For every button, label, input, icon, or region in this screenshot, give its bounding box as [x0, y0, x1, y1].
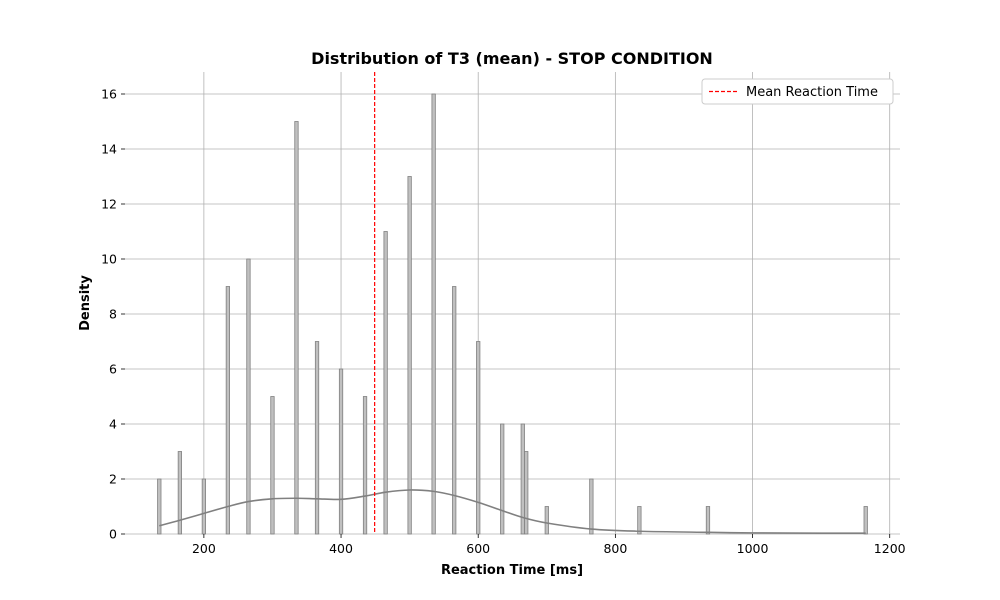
bar-1 [177, 451, 182, 535]
bar-17 [524, 451, 529, 535]
bar-6 [294, 121, 299, 535]
y-tick-label-6: 12 [101, 197, 117, 212]
bar-4 [246, 258, 251, 535]
y-axis-ticks: 0 2 4 6 8 10 12 14 16 [101, 87, 125, 542]
bar-7 [314, 341, 320, 535]
x-axis-ticks: 200 400 600 800 1000 1200 [192, 534, 906, 556]
bar-8 [338, 368, 344, 535]
histogram-bars [157, 93, 868, 535]
bar-20 [637, 506, 642, 535]
bar-3 [225, 286, 230, 535]
bar-21 [705, 506, 711, 535]
bar-18 [544, 506, 549, 535]
y-tick-label-8: 16 [101, 87, 117, 102]
y-tick-label-3: 6 [109, 362, 117, 377]
x-tick-label-2: 600 [466, 541, 490, 556]
legend: Mean Reaction Time [701, 78, 894, 105]
bar-13 [452, 286, 457, 535]
x-tick-label-4: 1000 [737, 541, 769, 556]
y-tick-label-1: 2 [109, 472, 117, 487]
grid [125, 72, 900, 535]
y-tick-label-0: 0 [109, 527, 117, 542]
x-axis-label: Reaction Time [ms] [441, 563, 583, 578]
bar-5 [270, 396, 275, 535]
bar-12 [431, 93, 436, 535]
bar-2 [201, 478, 206, 535]
x-tick-label-0: 200 [192, 541, 216, 556]
kde-curve [159, 489, 866, 534]
y-tick-label-4: 8 [109, 307, 117, 322]
bar-10 [383, 231, 388, 535]
y-tick-label-2: 4 [109, 417, 117, 432]
chart-title: Distribution of T3 (mean) - STOP CONDITI… [311, 49, 713, 68]
y-tick-label-5: 10 [101, 252, 117, 267]
legend-box [701, 78, 894, 105]
bar-9 [362, 396, 368, 535]
x-tick-label-3: 800 [603, 541, 627, 556]
bar-14 [476, 341, 481, 535]
bar-22 [863, 506, 868, 535]
x-tick-label-1: 400 [329, 541, 353, 556]
bar-11 [407, 176, 412, 535]
y-tick-label-7: 14 [101, 142, 117, 157]
x-tick-label-5: 1200 [874, 541, 906, 556]
bar-15 [500, 423, 505, 535]
bar-19 [589, 478, 594, 535]
bar-0 [157, 478, 162, 535]
legend-label: Mean Reaction Time [746, 85, 878, 100]
y-axis-label: Density [78, 275, 93, 331]
